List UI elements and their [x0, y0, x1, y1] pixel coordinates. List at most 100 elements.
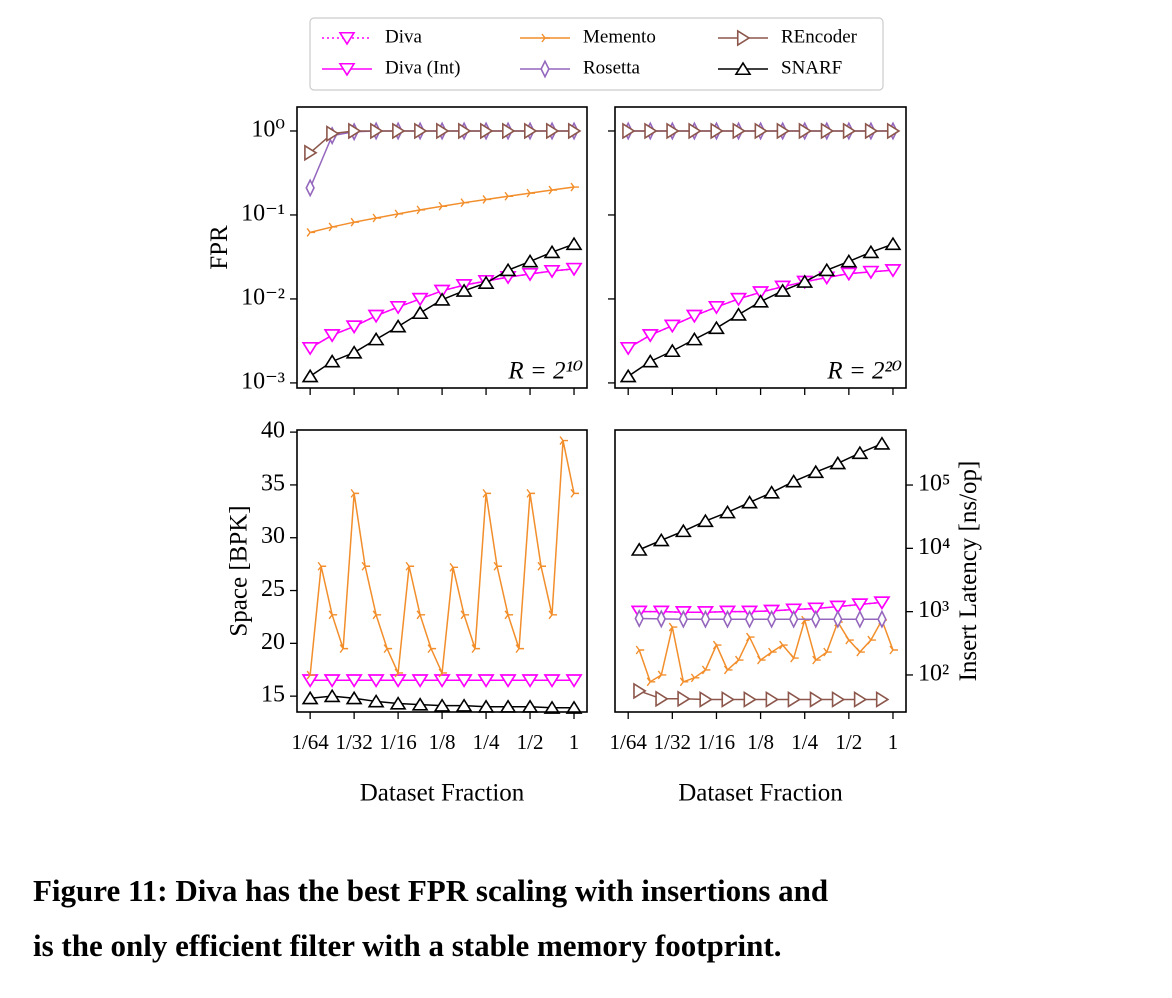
marker — [823, 647, 832, 657]
x-tick-label: 1/4 — [473, 730, 500, 754]
marker — [734, 655, 744, 665]
marker — [328, 610, 338, 620]
marker — [818, 262, 836, 277]
marker — [633, 682, 647, 700]
marker — [766, 609, 777, 629]
marker — [619, 368, 637, 383]
marker — [414, 122, 428, 140]
marker — [436, 122, 450, 140]
marker — [864, 122, 879, 140]
legend-label: SNARF — [781, 57, 842, 78]
marker — [548, 185, 558, 195]
figure: 10⁻³ 10⁻² 10⁻¹ 10⁰ FPR R = 2¹⁰ Diva Diva (Int) M… — [206, 17, 982, 807]
marker — [345, 320, 363, 334]
marker — [763, 485, 781, 499]
x-tick-label: 1/16 — [698, 730, 735, 754]
marker — [326, 125, 340, 143]
marker — [345, 674, 363, 688]
marker — [641, 329, 659, 343]
marker — [458, 122, 472, 140]
legend-label: Memento — [583, 26, 656, 47]
marker — [796, 274, 814, 288]
marker — [477, 275, 495, 290]
y-tick-label: 10⁻¹ — [241, 200, 285, 226]
marker — [889, 645, 898, 655]
marker — [730, 307, 747, 321]
marker — [306, 227, 316, 237]
marker — [301, 368, 319, 383]
marker — [515, 644, 525, 654]
marker — [477, 674, 495, 688]
marker — [721, 691, 735, 708]
marker — [367, 674, 385, 688]
marker — [820, 122, 835, 140]
marker — [685, 331, 703, 346]
marker — [699, 691, 713, 708]
marker — [543, 674, 561, 688]
marker — [350, 217, 360, 227]
marker — [405, 561, 415, 571]
marker — [877, 609, 887, 629]
legend-marker — [541, 33, 550, 43]
marker — [798, 122, 813, 140]
x-tick-label: 1/32 — [335, 730, 372, 754]
x-tick-label: 1/64 — [610, 730, 648, 754]
marker — [411, 292, 429, 307]
marker — [323, 329, 341, 343]
marker — [301, 342, 319, 356]
annotation: R = 2¹⁰ — [507, 358, 583, 385]
marker — [886, 122, 901, 140]
marker — [392, 122, 406, 140]
legend-marker — [540, 59, 550, 79]
marker — [339, 644, 349, 654]
marker — [411, 697, 429, 711]
marker — [350, 488, 360, 498]
marker — [785, 473, 803, 488]
marker — [712, 640, 722, 650]
marker — [323, 354, 341, 368]
axes-frame — [614, 106, 907, 389]
marker — [372, 213, 382, 223]
marker — [526, 188, 536, 198]
marker — [523, 122, 538, 140]
marker — [389, 301, 407, 315]
marker — [708, 320, 725, 335]
marker — [856, 647, 865, 657]
marker — [788, 609, 799, 629]
marker — [884, 236, 902, 251]
marker — [831, 691, 846, 708]
marker — [809, 691, 824, 708]
x-tick-label: 1/32 — [654, 730, 691, 754]
marker — [455, 283, 473, 297]
marker — [741, 495, 758, 509]
marker — [696, 513, 714, 528]
marker — [367, 331, 385, 346]
legend-label: Rosetta — [583, 57, 641, 78]
marker — [367, 693, 385, 708]
x-tick-label: 1 — [888, 730, 899, 754]
marker — [723, 665, 733, 675]
y-tick-label: 15 — [261, 682, 285, 708]
marker — [389, 696, 407, 710]
legend-label: Diva (Int) — [385, 57, 460, 78]
legend-marker — [338, 62, 356, 77]
marker — [787, 691, 802, 708]
y-axis-label: FPR — [206, 225, 233, 270]
marker — [482, 195, 492, 204]
marker — [460, 610, 470, 620]
marker — [427, 644, 437, 654]
marker — [543, 244, 561, 259]
series-line — [309, 268, 575, 349]
marker — [521, 267, 539, 282]
legend-marker — [338, 31, 356, 46]
marker — [323, 688, 341, 703]
marker — [679, 677, 689, 687]
marker — [655, 690, 669, 708]
y-tick-label: 35 — [261, 470, 285, 496]
marker — [411, 305, 429, 320]
marker — [622, 122, 636, 140]
marker — [779, 640, 788, 650]
marker — [306, 670, 316, 680]
marker — [345, 345, 363, 359]
marker — [875, 691, 890, 708]
